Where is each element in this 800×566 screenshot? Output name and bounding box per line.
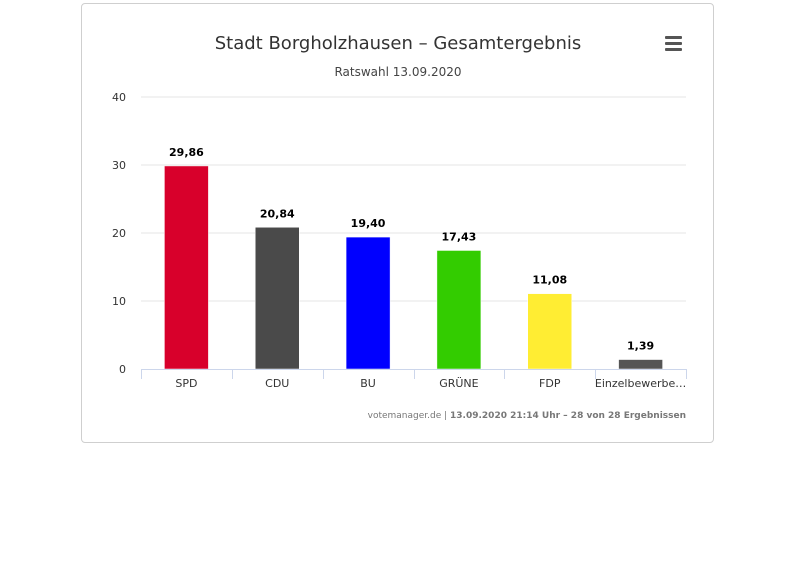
bar-5[interactable]	[618, 359, 663, 370]
x-tick-label: Einzelbewerbe…	[595, 377, 686, 390]
data-label: 20,84	[260, 207, 295, 220]
grid-lines	[141, 96, 686, 302]
credits-info: 13.09.2020 21:14 Uhr – 28 von 28 Ergebni…	[450, 411, 686, 421]
chart-credits[interactable]: votemanager.de | 13.09.2020 21:14 Uhr – …	[368, 411, 686, 421]
chart-subtitle: Ratswahl 13.09.2020	[334, 65, 461, 79]
data-label: 29,86	[169, 146, 204, 159]
data-label: 19,40	[351, 217, 386, 230]
credits-separator: |	[441, 411, 450, 421]
x-tick-label: CDU	[265, 377, 289, 390]
x-tick-label: BU	[360, 377, 376, 390]
x-axis: SPD CDU BU GRÜNE FDP Einzelbewerbe…	[141, 369, 687, 390]
x-tick-label: GRÜNE	[439, 377, 478, 390]
y-tick-label: 20	[112, 227, 126, 240]
bar-0[interactable]	[164, 165, 209, 370]
bar-3[interactable]	[436, 250, 482, 370]
credits-source[interactable]: votemanager.de	[368, 411, 442, 421]
bar-1[interactable]	[255, 227, 300, 370]
chart-title: Stadt Borgholzhausen – Gesamtergebnis	[215, 33, 582, 54]
data-label: 17,43	[442, 230, 477, 243]
y-axis-ticks: 0 10 20 30 40	[112, 91, 126, 376]
x-tick-label: SPD	[175, 377, 197, 390]
y-tick-label: 10	[112, 295, 126, 308]
data-label: 11,08	[532, 274, 567, 287]
y-tick-label: 30	[112, 159, 126, 172]
y-tick-label: 0	[119, 363, 126, 376]
bar-2[interactable]	[345, 236, 391, 370]
y-tick-label: 40	[112, 91, 126, 104]
hamburger-menu-icon[interactable]	[664, 36, 684, 56]
data-label: 1,39	[627, 340, 654, 353]
x-tick-label: FDP	[539, 377, 561, 390]
bar-4[interactable]	[527, 293, 572, 370]
bars	[164, 165, 663, 370]
data-labels: 29,86 20,84 19,40 17,43 11,08 1,39	[169, 146, 654, 353]
